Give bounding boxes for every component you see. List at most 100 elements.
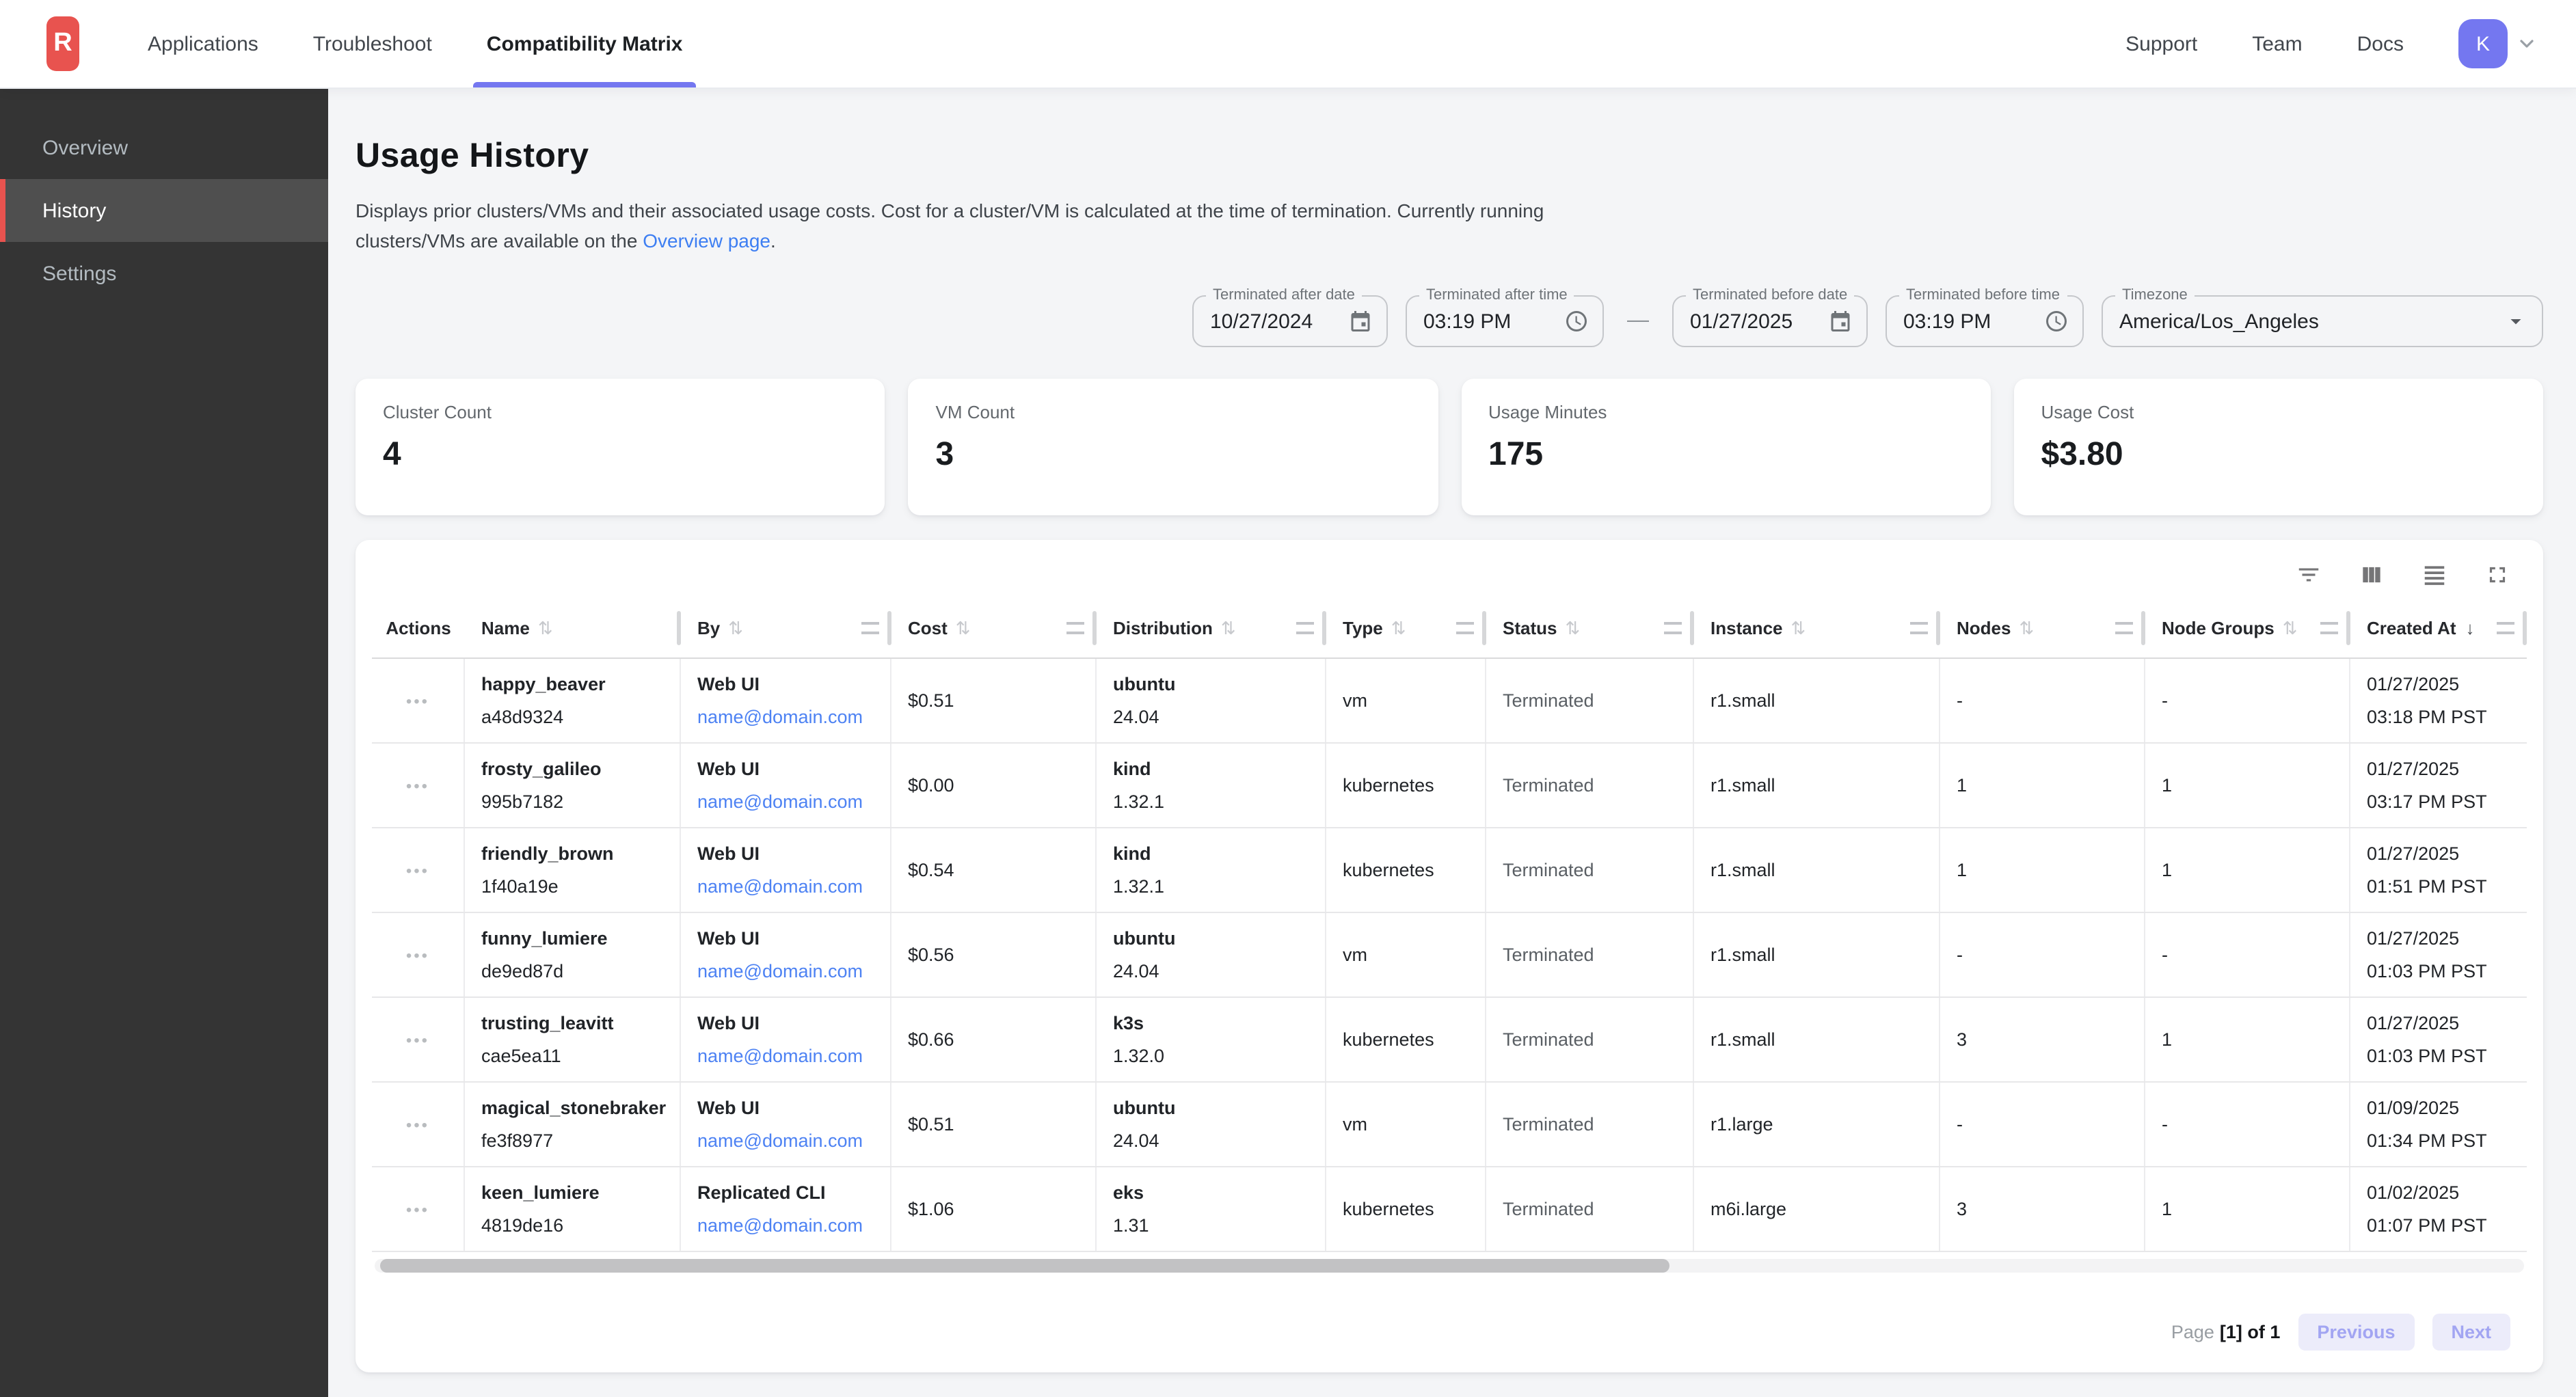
cell-line-1: 01/09/2025	[2367, 1098, 2460, 1118]
sidebar-item-overview[interactable]: Overview	[42, 136, 129, 159]
horizontal-scrollbar[interactable]	[375, 1259, 2524, 1273]
cell-line-2[interactable]: name@domain.com	[697, 1130, 863, 1151]
cell-line-1: kind	[1113, 759, 1151, 779]
stat-label: Cluster Count	[383, 402, 492, 422]
cell-line-2[interactable]: name@domain.com	[697, 791, 863, 812]
nav-link-docs[interactable]: Docs	[2357, 32, 2404, 55]
avatar[interactable]: K	[2458, 19, 2508, 68]
column-header-distribution[interactable]: Distribution ⇅	[1097, 599, 1326, 657]
column-menu-icon[interactable]	[2115, 622, 2133, 634]
sort-icon[interactable]: ⇅	[2019, 617, 2035, 638]
filter-terminated-before-time[interactable]: Terminated before time 03:19 PM	[1886, 286, 2084, 347]
column-menu-icon[interactable]	[1664, 622, 1682, 634]
nav-link-support[interactable]: Support	[2125, 32, 2198, 55]
filter-icon[interactable]	[2296, 562, 2322, 588]
row-actions-button[interactable]: •••	[372, 744, 465, 827]
cell-line-1: magical_stonebraker	[481, 1098, 667, 1118]
column-header-created-at[interactable]: Created At ↓	[2350, 599, 2527, 657]
stat-label: VM Count	[935, 402, 1015, 422]
cell-by: Web UI name@domain.com	[681, 998, 891, 1081]
sort-icon[interactable]: ⇅	[1565, 617, 1581, 638]
sort-icon[interactable]: ⇅	[1790, 617, 1806, 638]
page-info: [1] of 1	[2219, 1322, 2281, 1342]
previous-page-button[interactable]: Previous	[2298, 1314, 2415, 1351]
overview-page-link[interactable]: Overview page	[643, 230, 770, 252]
column-header-by[interactable]: By ⇅	[681, 599, 891, 657]
stat-cards: Cluster Count 4 VM Count 3 Usage Minutes 175 U…	[355, 379, 2543, 515]
column-header-nodes[interactable]: Nodes ⇅	[1940, 599, 2145, 657]
filter-label: Terminated before time	[1899, 286, 2067, 306]
cell-line-2[interactable]: name@domain.com	[697, 876, 863, 897]
column-menu-icon[interactable]	[1066, 622, 1084, 634]
cell-type: kubernetes	[1326, 998, 1486, 1081]
nav-link-team[interactable]: Team	[2252, 32, 2303, 55]
filter-timezone[interactable]: Timezone America/Los_Angeles	[2102, 286, 2543, 347]
cell-nodes: 3	[1940, 1167, 2145, 1251]
cell-line-2[interactable]: name@domain.com	[697, 707, 863, 727]
cell-line-2[interactable]: name@domain.com	[697, 1046, 863, 1066]
cell-line-2[interactable]: name@domain.com	[697, 961, 863, 981]
filter-value: 03:19 PM	[1423, 310, 1512, 333]
density-icon[interactable]	[2421, 562, 2447, 588]
row-actions-button[interactable]: •••	[372, 828, 465, 912]
sort-icon[interactable]: ⇅	[1220, 617, 1236, 638]
column-menu-icon[interactable]	[1296, 622, 1314, 634]
filter-terminated-after-date[interactable]: Terminated after date 10/27/2024	[1192, 286, 1388, 347]
sort-icon[interactable]: ⇅	[1391, 617, 1406, 638]
column-menu-icon[interactable]	[2320, 622, 2338, 634]
next-page-button[interactable]: Next	[2432, 1314, 2510, 1351]
cell-by: Web UI name@domain.com	[681, 913, 891, 996]
column-header-type[interactable]: Type ⇅	[1326, 599, 1486, 657]
cell-line-2: 01:03 PM PST	[2367, 961, 2487, 981]
user-menu[interactable]: K	[2458, 19, 2538, 68]
filter-terminated-after-time[interactable]: Terminated after time 03:19 PM	[1406, 286, 1604, 347]
cell-nodes: 1	[1940, 744, 2145, 827]
column-header-status[interactable]: Status ⇅	[1486, 599, 1694, 657]
nav-tab-applications[interactable]: Applications	[148, 32, 258, 55]
row-actions-button[interactable]: •••	[372, 913, 465, 996]
nav-tab-compatibility-matrix[interactable]: Compatibility Matrix	[472, 0, 697, 87]
cell-created-at: 01/27/2025 01:03 PM PST	[2350, 998, 2527, 1081]
nav-tab-troubleshoot[interactable]: Troubleshoot	[312, 32, 432, 55]
sort-icon[interactable]: ⇅	[955, 617, 971, 638]
cell-distribution: eks 1.31	[1097, 1167, 1326, 1251]
column-header-name[interactable]: Name ⇅	[465, 599, 681, 657]
sort-icon[interactable]: ⇅	[2282, 617, 2298, 638]
scrollbar-thumb[interactable]	[380, 1259, 1670, 1273]
column-header-cost[interactable]: Cost ⇅	[891, 599, 1097, 657]
fullscreen-icon[interactable]	[2484, 562, 2510, 588]
cell-status: Terminated	[1486, 828, 1694, 912]
cell-node-groups: -	[2145, 1083, 2350, 1166]
cell-type: vm	[1326, 659, 1486, 742]
main-content: Usage History Displays prior clusters/VM…	[328, 87, 2576, 1397]
sidebar-item-history[interactable]: History	[0, 179, 328, 242]
column-menu-icon[interactable]	[861, 622, 879, 634]
stat-label: Usage Cost	[2041, 402, 2134, 422]
cell-line-2: 03:17 PM PST	[2367, 791, 2487, 812]
cell-line-2[interactable]: name@domain.com	[697, 1215, 863, 1236]
column-header-instance[interactable]: Instance ⇅	[1694, 599, 1940, 657]
sort-icon[interactable]: ⇅	[728, 617, 744, 638]
row-actions-button[interactable]: •••	[372, 659, 465, 742]
column-menu-icon[interactable]	[1910, 622, 1928, 634]
sidebar-item-settings[interactable]: Settings	[42, 262, 117, 285]
filter-terminated-before-date[interactable]: Terminated before date 01/27/2025	[1672, 286, 1868, 347]
sort-icon[interactable]: ⇅	[537, 617, 553, 638]
cell-node-groups: 1	[2145, 744, 2350, 827]
filter-value: 03:19 PM	[1903, 310, 1991, 333]
table-header-row: Actions Name ⇅ By ⇅ Cost ⇅ Distribution ⇅ Type ⇅ St…	[372, 599, 2527, 659]
row-actions-button[interactable]: •••	[372, 1167, 465, 1251]
row-actions-button[interactable]: •••	[372, 1083, 465, 1166]
replicated-logo[interactable]: R	[46, 16, 79, 71]
cell-line-1: 01/27/2025	[2367, 1013, 2460, 1033]
column-menu-icon[interactable]	[2497, 622, 2514, 634]
columns-icon[interactable]	[2359, 562, 2385, 588]
chevron-down-icon[interactable]	[2516, 33, 2538, 55]
column-menu-icon[interactable]	[1456, 622, 1474, 634]
table-row: ••• happy_beaver a48d9324 Web UI name@domain…	[372, 659, 2527, 744]
row-actions-button[interactable]: •••	[372, 998, 465, 1081]
cell-nodes: 1	[1940, 828, 2145, 912]
column-header-node-groups[interactable]: Node Groups ⇅	[2145, 599, 2350, 657]
sort-desc-icon[interactable]: ↓	[2465, 618, 2475, 638]
